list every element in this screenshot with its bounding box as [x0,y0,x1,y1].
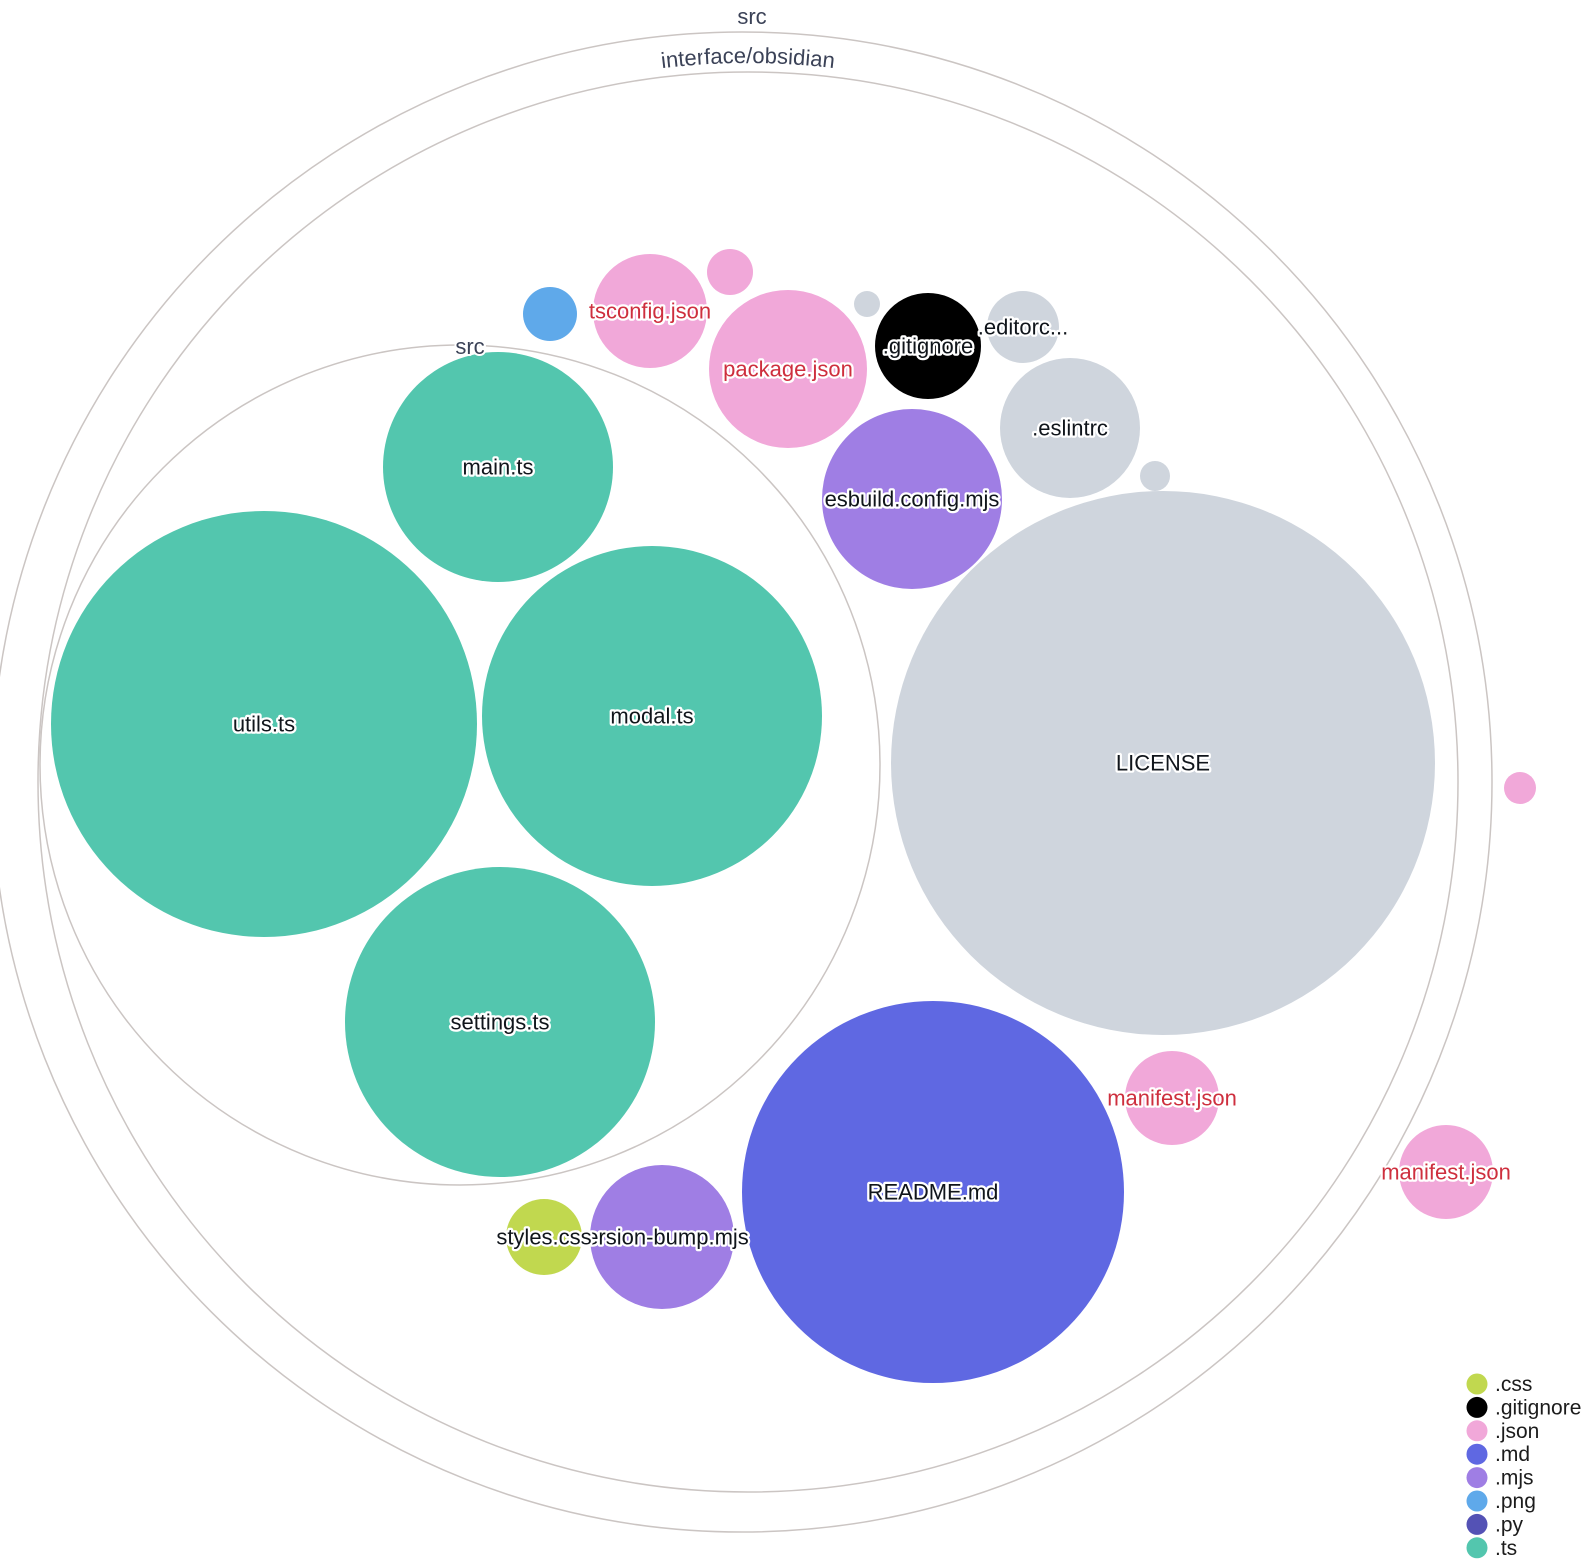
file-circle-dotfile-small-1[interactable] [854,291,880,317]
file-label-esbuild-config-mjs: esbuild.config.mjs [825,487,1000,512]
legend-dot-json [1466,1420,1488,1442]
legend-dot-png [1466,1490,1488,1512]
file-circle-utils-ts[interactable] [51,511,477,937]
file-label-utils-ts: utils.ts [233,712,295,737]
legend-item-mjs: .mjs [1466,1467,1534,1490]
file-circle-editorconfig[interactable] [987,291,1059,363]
folder-circle-src-inner[interactable] [39,344,881,1186]
file-label-package-json: package.json [723,357,853,382]
file-circle-package-json[interactable] [709,290,867,448]
file-circles-layer [51,249,1536,1383]
file-label-readme-md: README.md [868,1180,999,1205]
legend-item-png: .png [1466,1490,1536,1513]
file-circle-eslintrc[interactable] [1000,358,1140,498]
folder-label-src-inner: src [455,334,484,359]
file-circle-license[interactable] [891,491,1435,1035]
file-circle-json-small-right[interactable] [1504,772,1536,804]
legend-dot-py [1466,1513,1488,1535]
legend-dot-ts [1466,1537,1488,1559]
file-circle-tsconfig-json[interactable] [593,254,707,368]
file-circle-manifest-json-root[interactable] [1399,1125,1493,1219]
legend-item-json: .json [1466,1420,1539,1443]
file-circle-settings-ts[interactable] [345,867,655,1177]
legend-label-json: .json [1495,1420,1539,1443]
file-label-main-ts: main.ts [463,455,534,480]
legend-dot-gitignore [1466,1396,1488,1418]
labels-layer: src interface/obsidian src main.ts utils.ts m… [231,2,1513,1252]
file-label-manifest-json-root: manifest.json [1381,1160,1511,1185]
file-circle-modal-ts[interactable] [482,546,822,886]
legend-label-png: .png [1495,1490,1536,1513]
file-label-modal-ts: modal.ts [610,704,693,729]
folder-circle-interface-obsidian[interactable] [37,71,1459,1493]
file-circle-gitignore[interactable] [875,293,981,399]
legend-dot-css [1466,1373,1488,1395]
file-circle-esbuild-config-mjs[interactable] [822,409,1002,589]
folder-label-src-outer: src [737,4,766,29]
folder-circles-layer [0,31,1493,1533]
file-circle-styles-css[interactable] [506,1199,582,1275]
legend-label-md: .md [1495,1443,1530,1466]
legend-dot-md [1466,1443,1488,1465]
legend-item-ts: .ts [1466,1537,1517,1560]
legend-label-ts: .ts [1495,1537,1517,1560]
file-label-editorconfig: .editorc... [978,315,1068,340]
file-label-license: LICENSE [1116,751,1210,776]
legend-dot-mjs [1466,1467,1488,1489]
legend-label-mjs: .mjs [1495,1467,1534,1490]
file-circle-readme-md[interactable] [742,1001,1124,1383]
legend-item-gitignore: .gitignore [1466,1396,1581,1419]
legend-label-py: .py [1495,1513,1524,1536]
file-label-manifest-json: manifest.json [1107,1086,1237,1111]
file-label-gitignore: .gitignore [883,334,974,359]
file-label-eslintrc: .eslintrc [1032,416,1108,441]
legend-label-gitignore: .gitignore [1495,1396,1581,1419]
file-circle-manifest-json[interactable] [1125,1051,1219,1145]
legend-item-py: .py [1466,1513,1524,1536]
legend-item-css: .css [1466,1373,1532,1396]
file-label-tsconfig-json: tsconfig.json [589,299,711,324]
file-circle-dotfile-small-2[interactable] [1140,461,1170,491]
legend: .css.gitignore.json.md.mjs.png.py.ts [1466,1373,1581,1560]
file-circle-main-ts[interactable] [383,352,613,582]
folder-label-interface-obsidian: interface/obsidian [660,43,837,73]
legend-label-css: .css [1495,1373,1532,1396]
file-label-version-bump-mjs: version-bump.mjs [575,1225,749,1250]
folder-circle-src-outer[interactable] [0,31,1493,1533]
file-label-styles-css: styles.css [496,1225,591,1250]
file-circle-png-file[interactable] [523,287,577,341]
file-circle-version-bump-mjs[interactable] [590,1165,734,1309]
file-circle-json-small-top[interactable] [707,249,753,295]
legend-item-md: .md [1466,1443,1530,1466]
file-label-settings-ts: settings.ts [450,1010,549,1035]
